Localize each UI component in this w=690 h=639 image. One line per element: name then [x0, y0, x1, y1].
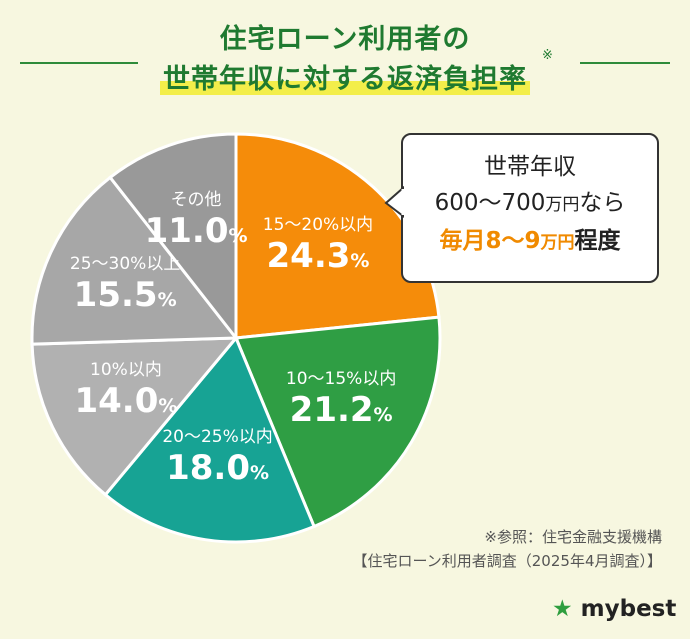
slice-value-label: 14.0%: [74, 380, 178, 421]
pie-slice: [233, 315, 442, 529]
slice-label: 20〜25%以内 18.0%: [138, 426, 298, 493]
callout-pointer: [384, 186, 405, 219]
pie-slice: [234, 132, 441, 340]
slice-value-unit: %: [228, 225, 248, 248]
callout-line1: 世帯年収: [484, 154, 576, 180]
callout-line2: 600〜700万円なら: [403, 185, 657, 223]
callout-box: 世帯年収 600〜700万円なら 毎月8〜9万円程度: [401, 133, 659, 283]
slice-value-unit: %: [250, 462, 270, 484]
slice-value-unit: %: [350, 250, 370, 273]
title-rule-left: [20, 62, 138, 64]
slice-category-label: 15〜20%以内: [262, 215, 374, 236]
slice-category-label: 10%以内: [90, 359, 162, 380]
slice-value-label: 18.0%: [166, 448, 270, 488]
title-note-mark: ※: [542, 48, 553, 63]
logo-text: mybest: [580, 596, 677, 622]
source-line2: 【住宅ローン利用者調査（2025年4月調査）】: [352, 552, 662, 570]
pie-slice: [30, 336, 240, 497]
slice-category-label: その他: [170, 190, 222, 211]
slice-label: 25〜30%以上 15.5%: [45, 253, 205, 320]
slice-value-unit: %: [158, 394, 178, 417]
title-rule-right: [580, 62, 670, 64]
source-line1: ※参照：住宅金融支援機構: [484, 528, 662, 546]
callout-line3-num: 毎月8〜9: [439, 228, 541, 254]
slice-value-label: 21.2%: [289, 389, 393, 430]
slice-category-label: 25〜30%以上: [69, 254, 181, 275]
slice-label: その他 11.0%: [116, 189, 276, 256]
mybest-logo: ★ mybest: [552, 596, 676, 622]
callout-line3-suffix: 程度: [574, 228, 621, 254]
chart-title-line2-text: 世帯年収に対する返済負担率: [160, 64, 530, 95]
star-icon: ★: [552, 596, 573, 622]
callout-line2-unit: 万円: [545, 195, 580, 215]
slice-label: 10%以内 14.0%: [46, 359, 206, 426]
callout-line3: 毎月8〜9万円程度: [403, 223, 657, 261]
slice-value-label: 24.3%: [266, 236, 370, 277]
chart-title-line2: 世帯年収に対する返済負担率: [0, 62, 690, 98]
slice-label: 15〜20%以内 24.3%: [238, 214, 398, 281]
pie-slice: [30, 175, 240, 346]
callout-line2-num: 600〜700: [434, 190, 546, 216]
callout-line2-suffix: なら: [579, 190, 626, 216]
pie-slice: [103, 335, 317, 544]
slice-value-unit: %: [373, 403, 393, 426]
callout-line3-unit: 万円: [540, 233, 575, 253]
slice-label: 10〜15%以内 21.2%: [261, 368, 421, 435]
slice-value-label: 11.0%: [144, 211, 248, 252]
slice-category-label: 10〜15%以内: [285, 368, 397, 389]
slice-category-label: 20〜25%以内: [162, 427, 273, 447]
pie-slice: [108, 132, 238, 343]
slice-value-label: 15.5%: [73, 275, 177, 316]
chart-title-line1: 住宅ローン利用者の: [219, 24, 471, 55]
slice-value-unit: %: [157, 289, 177, 312]
